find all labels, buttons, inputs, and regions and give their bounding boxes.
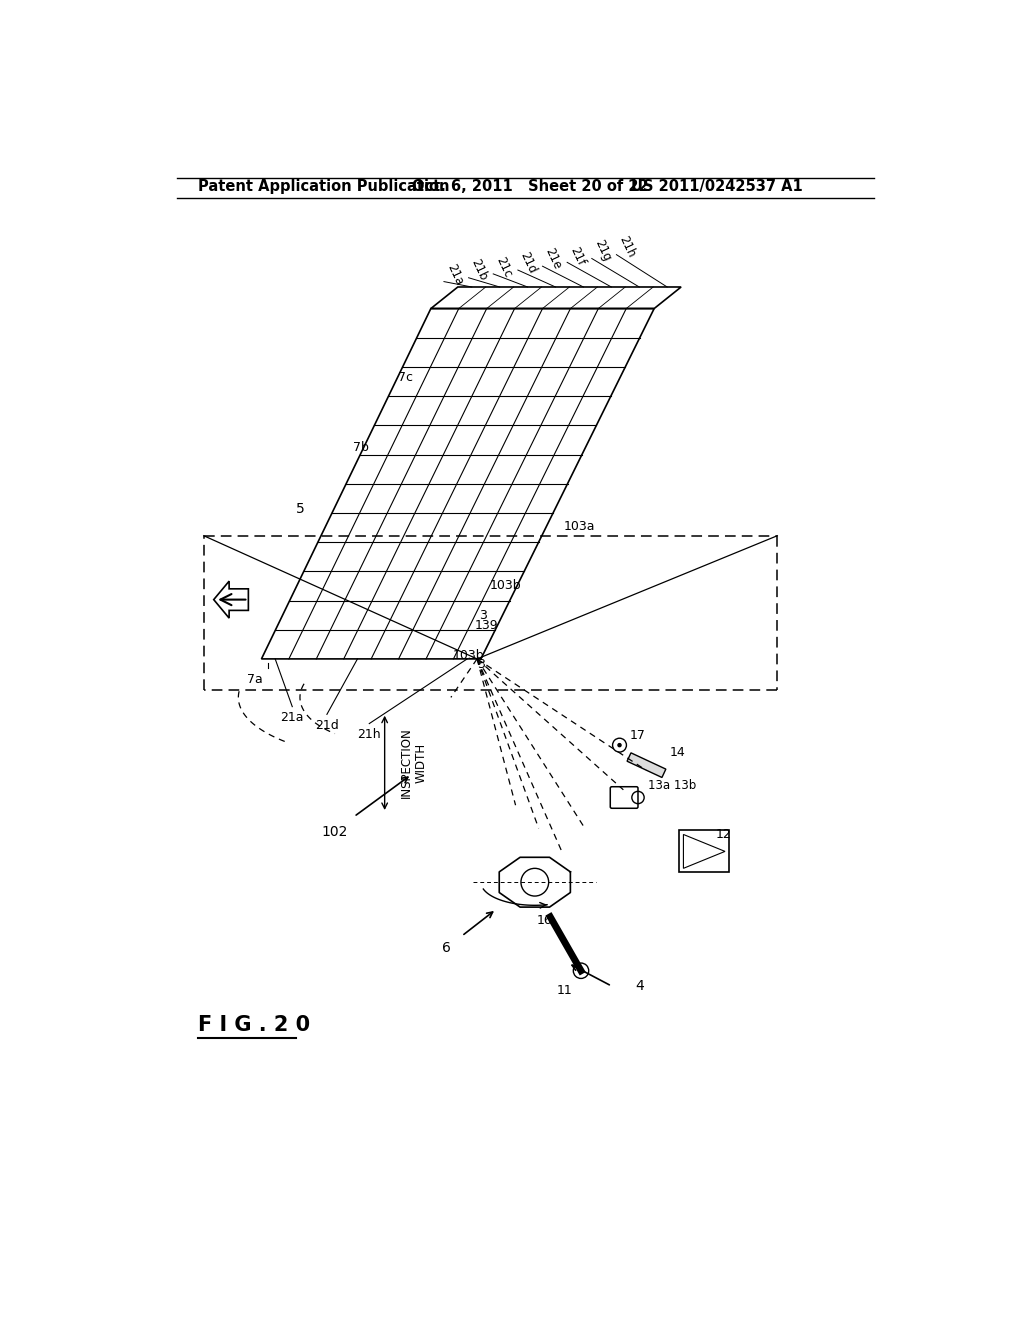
Text: 103b: 103b bbox=[453, 648, 484, 661]
Text: 7c: 7c bbox=[398, 371, 413, 384]
Text: 13a 13b: 13a 13b bbox=[648, 779, 696, 792]
Text: 21a: 21a bbox=[444, 261, 465, 286]
Text: 103b: 103b bbox=[490, 579, 522, 593]
Text: INSPECTION
WIDTH: INSPECTION WIDTH bbox=[400, 727, 428, 799]
Text: 21h: 21h bbox=[357, 729, 381, 742]
Text: 7b: 7b bbox=[353, 441, 370, 454]
Text: 21d: 21d bbox=[315, 719, 339, 733]
Text: 3: 3 bbox=[479, 609, 487, 622]
Text: 21d: 21d bbox=[518, 249, 540, 276]
Text: 21b: 21b bbox=[469, 257, 489, 284]
Circle shape bbox=[617, 743, 621, 747]
Text: 7a: 7a bbox=[247, 673, 263, 686]
Text: 21c: 21c bbox=[494, 255, 514, 280]
Polygon shape bbox=[627, 752, 666, 777]
Text: 139: 139 bbox=[475, 619, 499, 632]
Text: 3: 3 bbox=[477, 657, 485, 671]
Text: 12: 12 bbox=[716, 828, 731, 841]
Text: 21a: 21a bbox=[281, 711, 304, 725]
Text: Oct. 6, 2011   Sheet 20 of 22: Oct. 6, 2011 Sheet 20 of 22 bbox=[412, 180, 648, 194]
Text: 5: 5 bbox=[296, 502, 304, 516]
Text: 21e: 21e bbox=[543, 246, 563, 272]
Text: 21f: 21f bbox=[567, 246, 587, 268]
Text: 11: 11 bbox=[556, 983, 572, 997]
Text: F I G . 2 0: F I G . 2 0 bbox=[199, 1015, 310, 1035]
Text: 103a: 103a bbox=[564, 520, 596, 533]
Text: 4: 4 bbox=[635, 979, 644, 993]
Text: 6: 6 bbox=[441, 941, 451, 954]
Polygon shape bbox=[214, 581, 249, 618]
Text: US 2011/0242537 A1: US 2011/0242537 A1 bbox=[631, 180, 803, 194]
Text: 102: 102 bbox=[322, 825, 348, 840]
Text: 17: 17 bbox=[630, 730, 645, 742]
Text: 14: 14 bbox=[670, 746, 685, 759]
Text: 16: 16 bbox=[538, 915, 553, 927]
Text: 21g: 21g bbox=[592, 238, 613, 264]
Text: 21h: 21h bbox=[616, 234, 638, 260]
Text: Patent Application Publication: Patent Application Publication bbox=[199, 180, 450, 194]
FancyBboxPatch shape bbox=[679, 830, 729, 873]
FancyBboxPatch shape bbox=[610, 787, 638, 808]
